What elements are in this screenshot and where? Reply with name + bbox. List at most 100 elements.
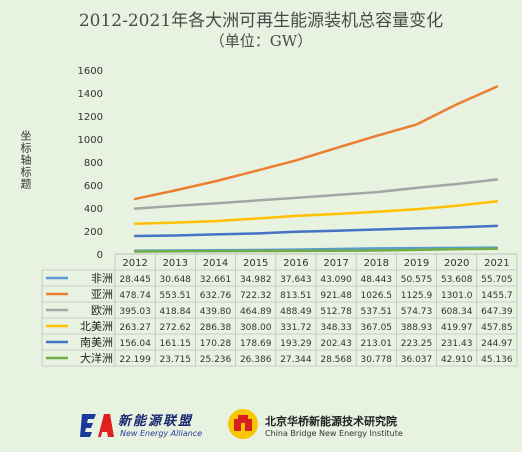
data-label: 647.39 <box>481 307 513 317</box>
data-label: 478.74 <box>119 291 151 301</box>
data-label: 28.568 <box>320 355 352 365</box>
data-label: 45.136 <box>481 355 513 365</box>
data-label: 388.93 <box>401 323 433 333</box>
x-tick-label: 2021 <box>484 258 509 269</box>
data-label: 193.29 <box>280 339 312 349</box>
data-label: 439.80 <box>200 307 232 317</box>
data-label: 223.25 <box>401 339 433 349</box>
y-axis-title: 坐标轴标题 <box>19 130 32 190</box>
data-label: 348.33 <box>320 323 352 333</box>
data-label: 178.69 <box>240 339 272 349</box>
y-tick-label: 1600 <box>78 66 103 77</box>
data-label: 419.97 <box>441 323 473 333</box>
data-label: 32.661 <box>200 275 232 285</box>
x-tick-label: 2019 <box>404 258 429 269</box>
ea-english-name: New Energy Alliance <box>120 429 203 438</box>
x-tick-label: 2015 <box>243 258 268 269</box>
y-tick-label: 1200 <box>78 112 103 123</box>
line-chart: 0 200 400 600 800 1000 1200 1400 1600 2012 2013 201… <box>41 66 518 367</box>
data-label: 23.715 <box>160 355 192 365</box>
data-label: 272.62 <box>160 323 192 333</box>
data-label: 1301.0 <box>441 291 473 301</box>
data-label: 48.443 <box>361 275 393 285</box>
chart-title: 2012-2021年各大洲可再生能源装机总容量变化 <box>78 11 444 31</box>
data-label: 722.32 <box>240 291 272 301</box>
data-label: 34.982 <box>240 275 272 285</box>
cb-chinese-name: 北京华桥新能源技术研究院 <box>265 415 397 428</box>
data-label: 537.51 <box>361 307 393 317</box>
data-label: 231.43 <box>441 339 473 349</box>
data-label: 244.97 <box>481 339 513 349</box>
data-label: 25.236 <box>200 355 232 365</box>
series-line <box>133 200 499 225</box>
x-tick-label: 2017 <box>323 258 348 269</box>
data-label: 632.76 <box>200 291 232 301</box>
legend-label: 欧洲 <box>91 304 113 317</box>
data-label: 574.73 <box>401 307 433 317</box>
x-tick-label: 2014 <box>203 258 228 269</box>
legend-label: 亚洲 <box>91 288 113 301</box>
legend-label: 北美洲 <box>80 320 113 333</box>
data-label: 395.03 <box>119 307 151 317</box>
data-label: 512.78 <box>320 307 352 317</box>
series-line <box>133 178 499 210</box>
legend-label: 大洋洲 <box>80 351 113 365</box>
x-tick-label: 2020 <box>444 258 469 269</box>
new-energy-alliance-logo-icon <box>80 414 114 437</box>
data-label: 36.037 <box>401 355 433 365</box>
y-tick-label: 1000 <box>78 135 103 146</box>
data-label: 488.49 <box>280 307 312 317</box>
x-tick-label: 2018 <box>364 258 389 269</box>
y-tick-label: 800 <box>84 158 103 169</box>
series-line <box>133 224 499 238</box>
data-label: 608.34 <box>441 307 473 317</box>
data-label: 308.00 <box>240 323 272 333</box>
ea-chinese-name: 新能源联盟 <box>118 414 194 429</box>
data-label: 1455.7 <box>481 291 513 301</box>
data-label: 30.778 <box>361 355 393 365</box>
y-tick-label: 0 <box>97 250 103 261</box>
data-label: 202.43 <box>320 339 352 349</box>
data-label: 457.85 <box>481 323 513 333</box>
data-label: 30.648 <box>160 275 192 285</box>
data-label: 26.386 <box>240 355 272 365</box>
data-label: 42.910 <box>441 355 473 365</box>
series-line <box>133 247 499 253</box>
data-label: 367.05 <box>361 323 393 333</box>
data-label: 263.27 <box>119 323 151 333</box>
y-tick-label: 1400 <box>78 89 103 100</box>
footer: 新能源联盟 New Energy Alliance 北京华桥新能源技术研究院 C… <box>0 402 522 452</box>
data-label: 27.344 <box>280 355 312 365</box>
x-tick-label: 2012 <box>122 258 147 269</box>
data-label: 286.38 <box>200 323 232 333</box>
data-label: 921.48 <box>320 291 352 301</box>
data-label: 22.199 <box>119 355 151 365</box>
data-label: 418.84 <box>160 307 192 317</box>
data-label: 37.643 <box>280 275 312 285</box>
data-label: 553.51 <box>160 291 192 301</box>
series-line <box>133 85 499 201</box>
china-bridge-logo-icon <box>228 409 258 439</box>
data-label: 156.04 <box>119 339 151 349</box>
x-tick-label: 2013 <box>163 258 188 269</box>
data-label: 43.090 <box>320 275 352 285</box>
data-label: 1026.5 <box>361 291 393 301</box>
data-label: 1125.9 <box>401 291 433 301</box>
data-label: 50.575 <box>401 275 433 285</box>
legend-label: 南美洲 <box>80 336 113 349</box>
data-label: 213.01 <box>361 339 393 349</box>
y-tick-label: 400 <box>84 204 103 215</box>
data-label: 464.89 <box>240 307 272 317</box>
cb-english-name: China Bridge New Energy Institute <box>265 429 403 438</box>
data-label: 813.51 <box>280 291 312 301</box>
legend-label: 非洲 <box>91 272 113 285</box>
data-label: 53.608 <box>441 275 473 285</box>
x-tick-label: 2016 <box>283 258 308 269</box>
y-tick-label: 200 <box>84 227 103 238</box>
chart-subtitle: （单位：GW） <box>209 32 313 50</box>
data-label: 170.28 <box>200 339 232 349</box>
data-label: 55.705 <box>481 275 513 285</box>
data-label: 28.445 <box>119 275 151 285</box>
data-label: 161.15 <box>160 339 192 349</box>
